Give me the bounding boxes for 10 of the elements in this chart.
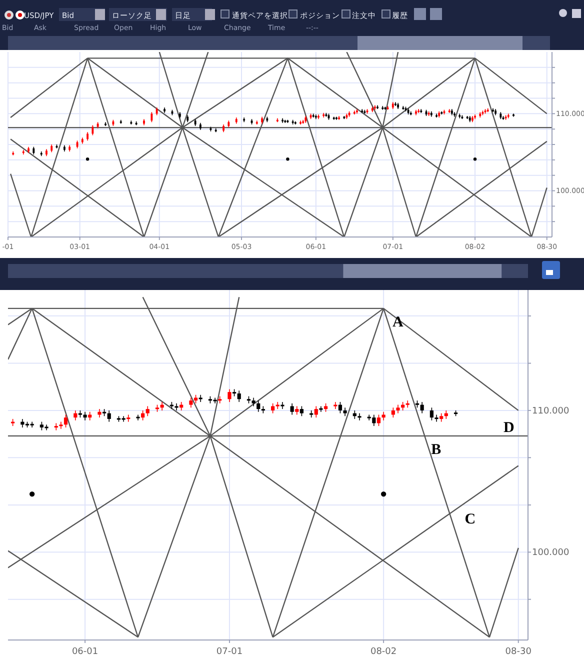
x-tick-label: 06-01	[72, 647, 98, 657]
y-tick-label: 110.000	[532, 406, 570, 416]
annotation: D	[504, 420, 515, 436]
x-tick-label: 07-01	[216, 647, 243, 657]
x-tick-label: 08-30	[505, 647, 532, 657]
annotation: C	[464, 511, 476, 528]
x-tick-label: 08-02	[370, 647, 397, 657]
annotation: A	[392, 314, 404, 330]
y-tick-label: 100.000	[532, 548, 570, 558]
annotation: B	[431, 442, 442, 458]
